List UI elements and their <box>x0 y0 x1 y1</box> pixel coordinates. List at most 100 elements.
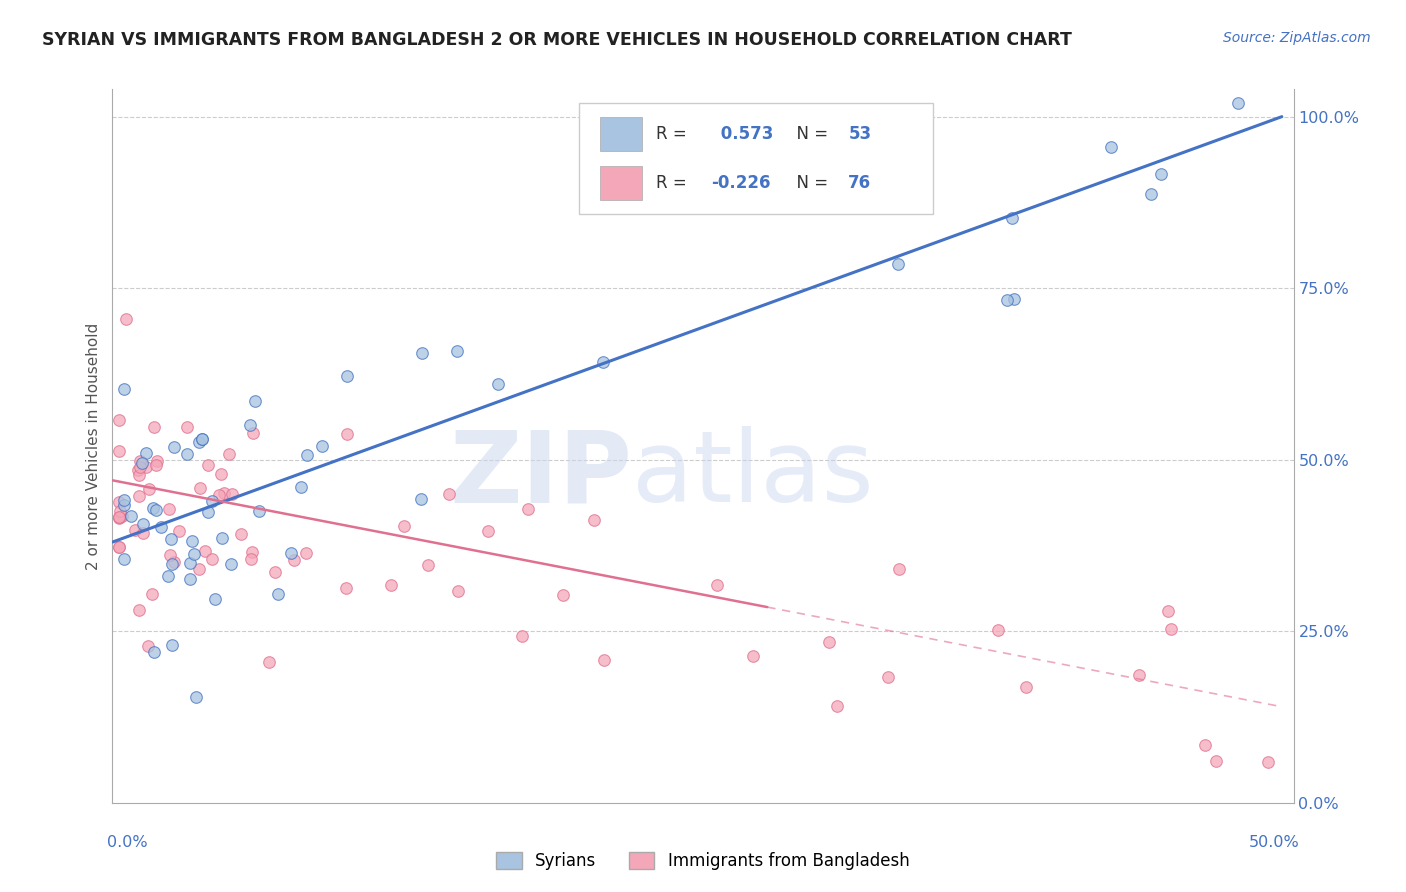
Point <box>583 512 606 526</box>
Point <box>135 446 157 460</box>
Point <box>149 519 172 533</box>
Point <box>128 459 150 474</box>
Point <box>1002 292 1025 306</box>
Text: -0.226: -0.226 <box>711 174 770 192</box>
Point <box>111 509 134 524</box>
Point <box>995 293 1018 307</box>
Point <box>243 394 266 409</box>
Point <box>129 454 152 468</box>
Point <box>108 443 131 458</box>
Point <box>1160 622 1182 636</box>
Text: R =: R = <box>655 125 692 143</box>
Point <box>247 503 270 517</box>
Point <box>191 432 214 446</box>
Point <box>219 557 242 571</box>
Point <box>290 480 312 494</box>
Text: 0.573: 0.573 <box>714 125 773 143</box>
Y-axis label: 2 or more Vehicles in Household: 2 or more Vehicles in Household <box>86 322 101 570</box>
Point <box>162 555 184 569</box>
Point <box>447 584 470 599</box>
Point <box>138 482 160 496</box>
Point <box>486 376 509 391</box>
Point <box>446 343 468 358</box>
Point <box>1257 755 1279 769</box>
Point <box>190 432 212 446</box>
Point <box>160 532 183 546</box>
Point <box>176 419 198 434</box>
FancyBboxPatch shape <box>600 117 641 152</box>
Point <box>1099 140 1122 154</box>
Point <box>124 523 146 537</box>
Point <box>179 556 201 570</box>
Text: 0.0%: 0.0% <box>107 835 148 850</box>
Point <box>392 519 415 533</box>
Point <box>142 501 165 516</box>
Point <box>742 649 765 664</box>
Point <box>1128 668 1150 682</box>
Point <box>201 494 224 508</box>
Point <box>108 540 131 554</box>
Point <box>162 557 184 571</box>
Legend: Syrians, Immigrants from Bangladesh: Syrians, Immigrants from Bangladesh <box>489 845 917 877</box>
Point <box>204 592 226 607</box>
Point <box>197 505 219 519</box>
Point <box>120 509 142 524</box>
Point <box>157 502 180 516</box>
Point <box>108 511 131 525</box>
Point <box>257 655 280 669</box>
Point <box>218 447 240 461</box>
Point <box>132 526 155 541</box>
Point <box>264 566 287 580</box>
Point <box>208 488 231 502</box>
Point <box>160 638 183 652</box>
Point <box>825 699 848 714</box>
Point <box>1001 211 1024 226</box>
Point <box>108 412 131 426</box>
Point <box>141 587 163 601</box>
Point <box>335 581 357 595</box>
Point <box>145 458 167 472</box>
Point <box>887 562 910 576</box>
Point <box>818 635 841 649</box>
FancyBboxPatch shape <box>600 166 641 200</box>
Text: R =: R = <box>655 174 692 192</box>
Point <box>887 257 910 271</box>
Point <box>108 509 131 524</box>
Text: N =: N = <box>786 174 832 192</box>
Point <box>876 670 898 684</box>
Text: ZIP: ZIP <box>450 426 633 523</box>
Point <box>143 645 166 659</box>
Point <box>157 569 180 583</box>
Point <box>127 462 149 476</box>
Point <box>184 690 207 704</box>
Point <box>510 630 533 644</box>
Point <box>1205 754 1227 768</box>
Point <box>267 587 290 601</box>
Text: Source: ZipAtlas.com: Source: ZipAtlas.com <box>1223 31 1371 45</box>
Point <box>188 435 211 450</box>
Point <box>108 494 131 508</box>
Point <box>163 440 186 454</box>
Point <box>131 456 153 470</box>
Point <box>132 517 155 532</box>
Point <box>167 524 190 538</box>
Point <box>295 546 318 560</box>
Point <box>108 541 131 555</box>
Point <box>239 552 262 566</box>
Point <box>242 425 264 440</box>
Point <box>311 439 333 453</box>
Point <box>135 459 157 474</box>
Point <box>409 492 432 507</box>
Point <box>239 418 262 433</box>
Text: 50.0%: 50.0% <box>1249 835 1299 850</box>
FancyBboxPatch shape <box>579 103 934 214</box>
Point <box>295 448 318 462</box>
Point <box>411 346 433 360</box>
Point <box>146 454 169 468</box>
Point <box>108 510 131 524</box>
Point <box>211 531 233 545</box>
Point <box>1227 95 1250 110</box>
Point <box>592 355 614 369</box>
Point <box>188 481 211 495</box>
Point <box>336 427 359 442</box>
